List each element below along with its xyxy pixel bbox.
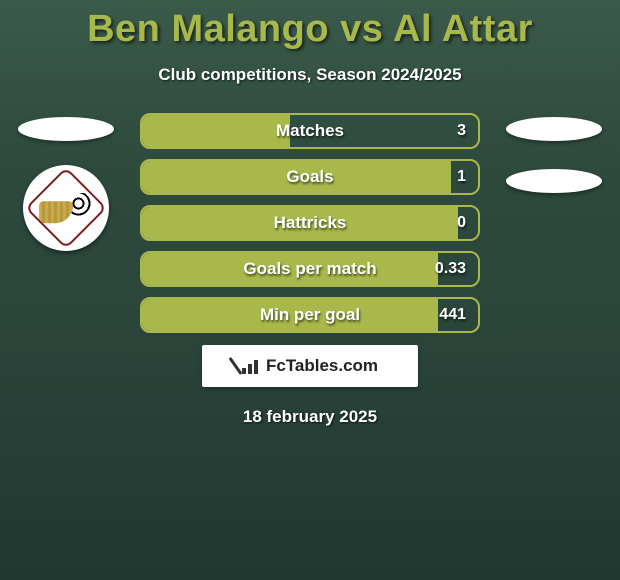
stat-row-hattricks: Hattricks 0 <box>140 205 480 241</box>
stat-row-min-per-goal: Min per goal 441 <box>140 297 480 333</box>
comparison-title: Ben Malango vs Al Attar <box>0 0 620 51</box>
stat-label: Goals per match <box>142 253 478 285</box>
stat-row-matches: Matches 3 <box>140 113 480 149</box>
branding-box[interactable]: FcTables.com <box>202 345 418 387</box>
stats-bars: Matches 3 Goals 1 Hattricks 0 Goals per … <box>140 113 480 333</box>
stat-row-goals: Goals 1 <box>140 159 480 195</box>
stat-value: 0 <box>457 207 466 239</box>
stat-label: Min per goal <box>142 299 478 331</box>
chart-arrow-icon <box>242 358 262 374</box>
comparison-subtitle: Club competitions, Season 2024/2025 <box>0 65 620 85</box>
stat-value: 1 <box>457 161 466 193</box>
player2-name-pill <box>506 117 602 141</box>
stat-label: Hattricks <box>142 207 478 239</box>
stat-label: Goals <box>142 161 478 193</box>
player2-club-pill <box>506 169 602 193</box>
branding-label: FcTables.com <box>242 356 378 376</box>
club-crest-icon <box>25 167 107 249</box>
snapshot-date: 18 february 2025 <box>0 407 620 427</box>
right-player-column <box>502 113 606 193</box>
stat-value: 0.33 <box>435 253 466 285</box>
player1-club-badge <box>23 165 109 251</box>
stat-row-goals-per-match: Goals per match 0.33 <box>140 251 480 287</box>
content-area: Matches 3 Goals 1 Hattricks 0 Goals per … <box>0 113 620 427</box>
left-player-column <box>14 113 118 251</box>
stat-value: 441 <box>439 299 466 331</box>
stat-label: Matches <box>142 115 478 147</box>
stat-value: 3 <box>457 115 466 147</box>
player1-name-pill <box>18 117 114 141</box>
site-name: FcTables.com <box>266 356 378 376</box>
